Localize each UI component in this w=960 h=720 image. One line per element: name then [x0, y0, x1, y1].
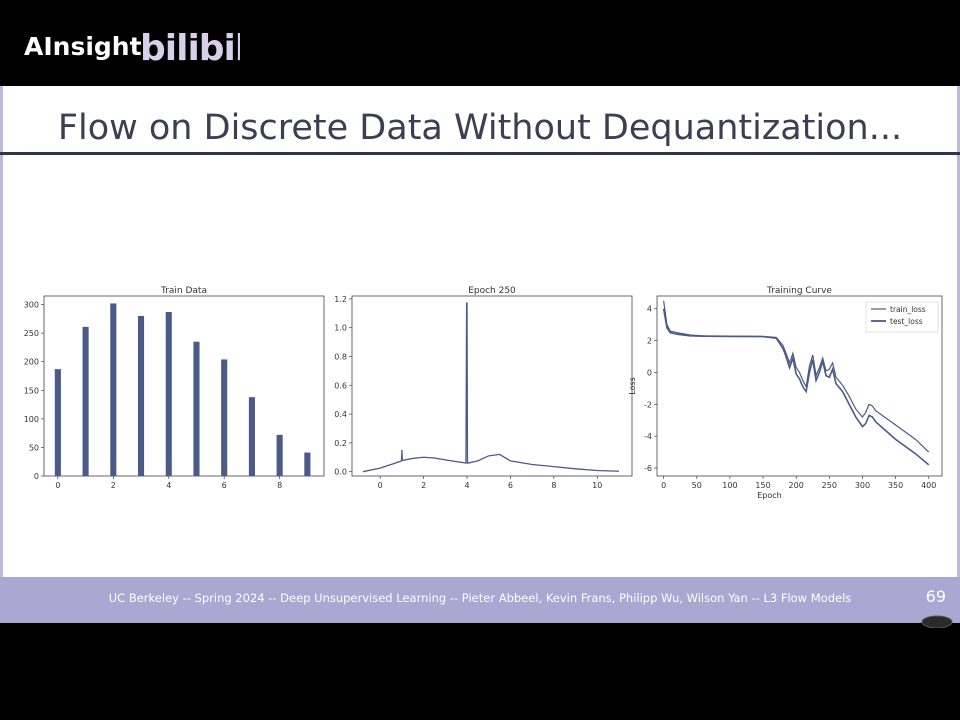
x-tick-label: 0 [55, 481, 60, 490]
y-tick-label: 0.6 [334, 381, 347, 390]
legend-label: test_loss [890, 317, 923, 326]
legend-box [865, 301, 939, 333]
bar [276, 434, 283, 476]
x-tick-label: 6 [508, 481, 513, 490]
y-tick-label: 250 [24, 329, 39, 338]
y-tick-label: 1.0 [334, 324, 347, 333]
series-line-test_loss [662, 308, 930, 466]
y-tick-label: 1.2 [334, 295, 347, 304]
y-tick-label: 0 [34, 472, 39, 481]
bar [54, 369, 61, 476]
x-tick-label: 6 [222, 481, 227, 490]
x-tick-label: 150 [755, 481, 770, 490]
bar [193, 341, 200, 476]
brand-header: AInsight bilibili [0, 0, 960, 86]
x-tick-label: 8 [551, 481, 556, 490]
slide-footer: UC Berkeley -- Spring 2024 -- Deep Unsup… [0, 577, 960, 623]
bar [221, 359, 228, 476]
y-tick-label: 2 [647, 337, 652, 346]
chart-title: Train Data [160, 286, 207, 296]
title-divider [0, 152, 960, 155]
bar [110, 303, 117, 476]
bilibili-logo-text: bilibili [140, 28, 240, 68]
chart-1 [41, 295, 325, 479]
bilibili-logo: bilibili [140, 28, 240, 68]
y-tick-label: 0.8 [334, 352, 347, 361]
x-tick-label: 0 [661, 481, 666, 490]
bar [82, 326, 89, 476]
y-tick-label: 0.0 [334, 468, 347, 477]
y-tick-label: -6 [644, 464, 652, 473]
bar [248, 397, 255, 476]
bar [165, 312, 172, 476]
speaker-icon[interactable] [920, 614, 954, 628]
chart-title: Training Curve [766, 286, 832, 296]
x-tick-label: 4 [464, 481, 469, 490]
x-tick-label: 300 [855, 481, 870, 490]
legend-label: train_loss [890, 305, 926, 314]
y-tick-label: -2 [644, 400, 652, 409]
brand-text: AInsight [24, 32, 142, 61]
y-tick-label: 4 [647, 305, 652, 314]
bar [137, 316, 145, 476]
density-line [362, 302, 619, 473]
x-tick-label: 10 [592, 481, 602, 490]
y-tick-label: 0.4 [334, 410, 347, 419]
x-tick-label: 2 [421, 481, 426, 490]
y-tick-label: 200 [24, 358, 39, 367]
chart-title: Epoch 250 [468, 286, 516, 296]
x-axis-label: Epoch [757, 491, 782, 500]
page-number: 69 [925, 587, 946, 606]
y-tick-label: 100 [24, 415, 39, 424]
x-tick-label: 400 [921, 481, 936, 490]
slide-title: Flow on Discrete Data Without Dequantiza… [57, 108, 903, 148]
chart-3 [654, 295, 943, 479]
x-tick-label: 200 [789, 481, 804, 490]
x-tick-label: 50 [692, 481, 702, 490]
y-axis-label: Loss [628, 377, 637, 395]
bar [304, 452, 311, 476]
plot-frame [351, 295, 633, 477]
x-tick-label: 100 [722, 481, 737, 490]
x-tick-label: 350 [888, 481, 903, 490]
x-tick-label: 8 [277, 481, 282, 490]
y-tick-label: 300 [24, 301, 39, 310]
y-tick-label: 150 [24, 386, 39, 395]
y-tick-label: 50 [29, 443, 39, 452]
y-tick-label: 0 [647, 368, 652, 377]
x-tick-label: 250 [822, 481, 837, 490]
x-tick-label: 0 [378, 481, 383, 490]
y-tick-label: 0.2 [334, 439, 347, 448]
chart-2 [349, 295, 633, 479]
slide: Flow on Discrete Data Without Dequantiza… [0, 86, 960, 623]
x-tick-label: 2 [111, 481, 116, 490]
plot-frame [656, 295, 943, 477]
footer-text: UC Berkeley -- Spring 2024 -- Deep Unsup… [108, 591, 852, 605]
x-tick-label: 4 [166, 481, 171, 490]
y-tick-label: -4 [644, 432, 652, 441]
plot-frame [43, 295, 325, 477]
